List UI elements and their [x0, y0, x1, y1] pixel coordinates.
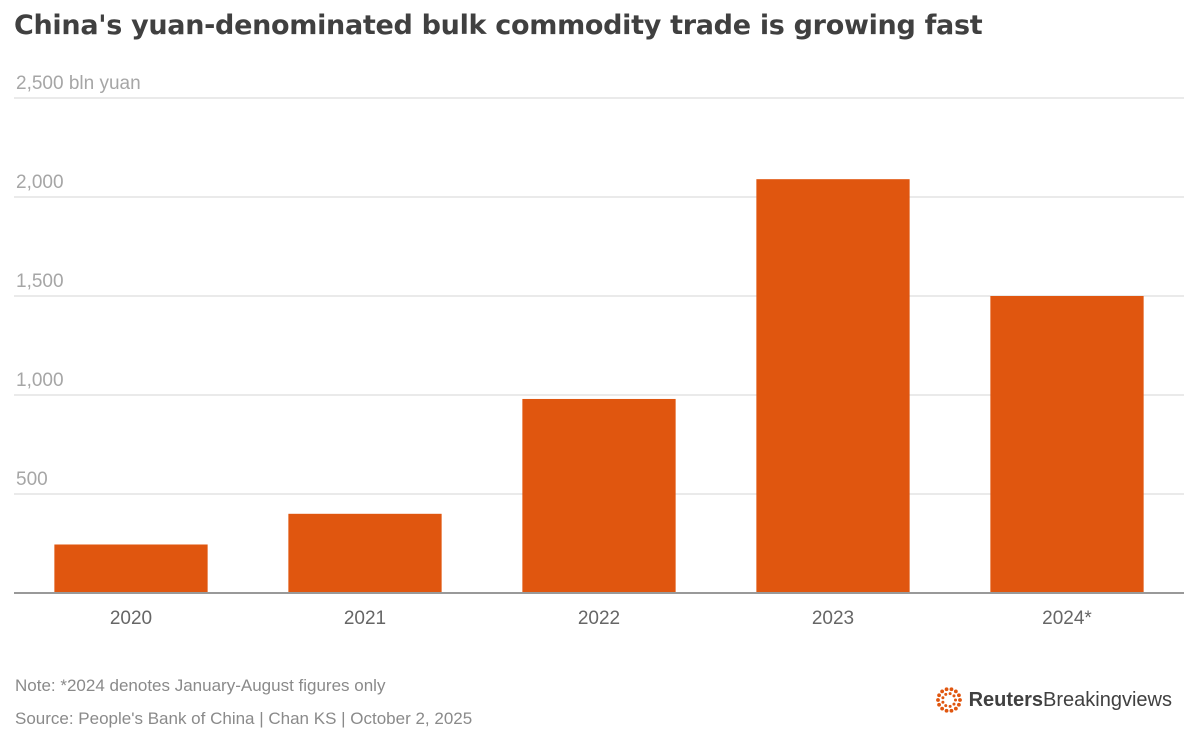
- logo-dot: [956, 693, 961, 698]
- logo-dot: [940, 700, 944, 704]
- chart-note: Note: *2024 denotes January-August figur…: [15, 676, 386, 695]
- x-tick-label: 2021: [344, 608, 386, 629]
- x-tick-labels: 2020 2021 2022 2023 2024*: [110, 608, 1093, 629]
- logo-dot: [939, 706, 944, 711]
- gridlines: [14, 97, 1184, 495]
- x-tick-label: 2022: [578, 608, 620, 629]
- bars: [54, 179, 1144, 593]
- logo-dot: [949, 687, 953, 692]
- logo-dot: [953, 698, 957, 702]
- logo-dot: [936, 702, 941, 707]
- y-tick-label: 500: [16, 469, 48, 490]
- x-tick-label: 2023: [812, 608, 854, 629]
- logo-dot: [948, 692, 952, 696]
- x-tick-label: 2024*: [1042, 608, 1092, 629]
- bar-2020: [54, 544, 208, 593]
- logo-dot: [956, 702, 961, 707]
- y-tick-label: 1,000: [16, 370, 64, 391]
- logo-dot: [944, 708, 949, 713]
- chart-title: China's yuan-denominated bulk commodity …: [14, 10, 983, 41]
- y-tick-label: 1,500: [16, 271, 64, 292]
- y-tick-labels: 500 1,000 1,500 2,000 2,500 bln yuan: [16, 73, 141, 490]
- logo-dot: [943, 704, 947, 708]
- logo-dot: [952, 694, 956, 698]
- bar-2023: [756, 179, 910, 593]
- x-tick-label: 2020: [110, 608, 152, 629]
- bar-2021: [288, 513, 442, 593]
- bar-chart: 2020 2021 2022 2023 2024* 500 1,000 1,500 2,000…: [14, 73, 1184, 629]
- logo-dot: [940, 696, 944, 700]
- logo-dot: [957, 698, 962, 702]
- reuters-breakingviews-logo: ReutersBreakingviews: [935, 686, 1172, 714]
- reuters-dots-icon: [935, 687, 962, 713]
- logo-dot: [949, 708, 953, 713]
- logo-dot: [943, 692, 947, 696]
- logo-dot: [936, 693, 941, 698]
- logo-dot: [944, 687, 949, 692]
- brand-name-regular: Breakingviews: [1043, 688, 1172, 711]
- brand-name-bold: Reuters: [968, 688, 1044, 711]
- logo-dot: [953, 706, 958, 711]
- y-tick-label: 2,500 bln yuan: [16, 73, 141, 94]
- logo-dot: [948, 704, 952, 708]
- logo-dot: [953, 689, 958, 694]
- logo-dot: [939, 689, 944, 694]
- logo-dot: [935, 698, 940, 702]
- chart-source: Source: People's Bank of China | Chan KS…: [15, 709, 473, 728]
- y-tick-label: 2,000: [16, 172, 64, 193]
- bar-2022: [522, 398, 676, 593]
- bar-2024: [990, 296, 1144, 593]
- logo-dot: [952, 702, 956, 706]
